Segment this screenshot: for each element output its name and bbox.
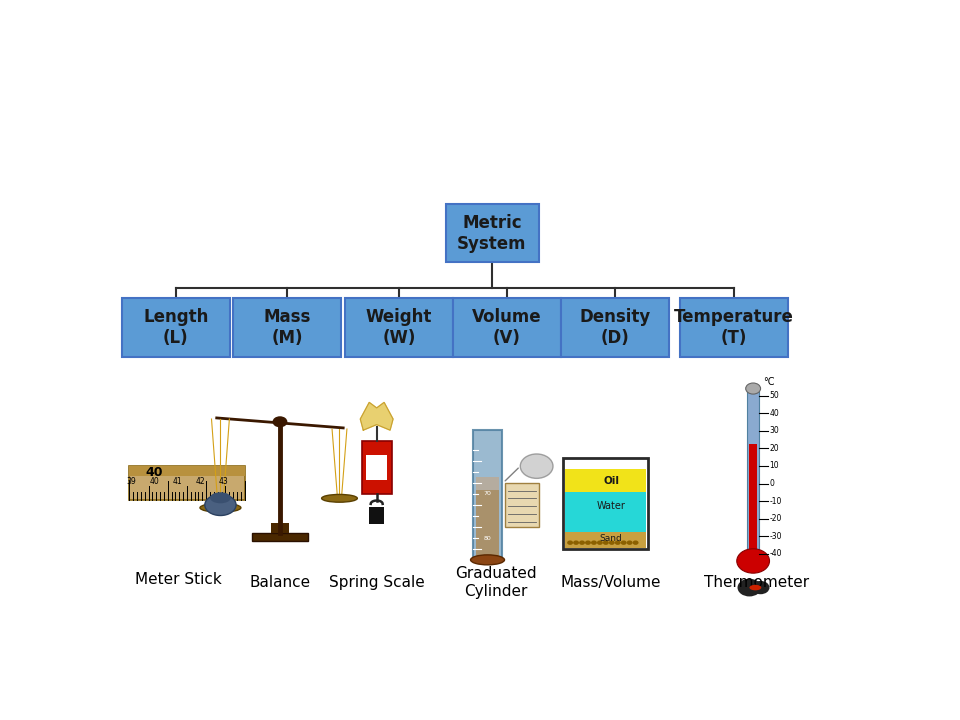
Circle shape [746,383,760,394]
Text: Length
(L): Length (L) [143,308,208,347]
Text: 70: 70 [484,491,492,496]
Circle shape [627,541,633,545]
Circle shape [633,541,638,545]
Text: -10: -10 [770,497,781,505]
Text: 40: 40 [770,409,780,418]
Ellipse shape [470,555,505,565]
Text: Weight
(W): Weight (W) [366,308,432,347]
Text: 30: 30 [770,426,780,436]
Text: °C: °C [763,377,775,387]
Text: -30: -30 [770,531,782,541]
FancyBboxPatch shape [122,299,229,356]
Circle shape [597,541,603,545]
Text: Balance: Balance [250,575,310,590]
Circle shape [614,541,621,545]
Text: -40: -40 [770,549,782,558]
Text: Spring Scale: Spring Scale [329,575,424,590]
Text: 0: 0 [770,479,775,488]
Text: 41: 41 [173,477,182,486]
Circle shape [609,541,614,545]
Text: 50: 50 [770,391,780,400]
Text: Density
(D): Density (D) [579,308,650,347]
Circle shape [579,541,585,545]
Text: 39: 39 [127,477,136,486]
Text: 20: 20 [770,444,780,453]
Bar [130,466,245,500]
Bar [130,466,245,476]
Text: Oil: Oil [603,476,619,486]
FancyBboxPatch shape [445,204,539,262]
Circle shape [752,581,770,594]
FancyBboxPatch shape [345,299,453,356]
Bar [750,444,756,555]
Bar [252,534,308,541]
Circle shape [621,541,627,545]
Text: Metric
System: Metric System [457,214,527,253]
Text: 80: 80 [484,536,492,541]
Text: -20: -20 [770,514,781,523]
Circle shape [273,416,287,428]
Polygon shape [360,402,393,430]
Bar [473,430,502,557]
Text: Mass
(M): Mass (M) [264,308,311,347]
Text: Volume
(V): Volume (V) [472,308,541,347]
Bar [475,477,499,490]
Bar [475,490,499,557]
Ellipse shape [210,492,230,503]
Text: Water: Water [596,501,626,511]
Text: 10: 10 [770,462,780,470]
Text: Thermometer: Thermometer [704,575,808,590]
Text: 40: 40 [150,477,159,486]
FancyBboxPatch shape [561,299,669,356]
Ellipse shape [204,495,236,516]
Bar [370,507,384,524]
FancyBboxPatch shape [453,299,561,356]
Ellipse shape [750,585,761,590]
Bar [362,441,392,494]
Circle shape [567,541,573,545]
Text: Meter Stick: Meter Stick [134,572,222,588]
FancyBboxPatch shape [233,299,342,356]
Bar [505,483,539,527]
Bar [367,455,387,480]
Circle shape [520,454,553,478]
Circle shape [737,579,761,596]
Text: Graduated
Cylinder: Graduated Cylinder [455,567,537,599]
Circle shape [585,541,591,545]
Text: Temperature
(T): Temperature (T) [674,308,794,347]
Text: 43: 43 [219,477,228,486]
Text: 42: 42 [196,477,205,486]
Circle shape [603,541,609,545]
Circle shape [573,541,579,545]
Bar [563,458,648,549]
Bar [747,391,759,555]
Ellipse shape [322,495,357,503]
Text: 40: 40 [146,466,163,479]
Text: Sand: Sand [600,534,622,543]
Bar [271,523,289,534]
Circle shape [591,541,597,545]
Ellipse shape [200,503,241,512]
Bar [564,492,646,531]
Bar [564,469,646,492]
Text: Mass/Volume: Mass/Volume [561,575,661,590]
FancyBboxPatch shape [680,299,788,356]
Bar [564,531,646,548]
Circle shape [736,549,770,573]
